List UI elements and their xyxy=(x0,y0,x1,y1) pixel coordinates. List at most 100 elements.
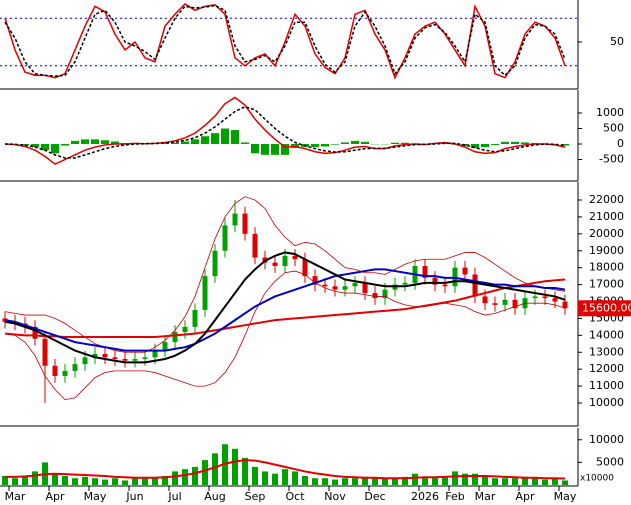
volume-bar xyxy=(192,466,198,485)
volume-bar xyxy=(522,476,528,485)
volume-bar xyxy=(62,475,68,485)
volume-bar xyxy=(462,473,468,485)
volume-bar xyxy=(242,457,248,485)
histogram-bar xyxy=(181,141,189,144)
histogram-bar xyxy=(71,140,79,144)
histogram-bar xyxy=(221,128,229,144)
histogram-bar xyxy=(351,140,359,144)
histogram-bar xyxy=(21,144,29,146)
candle-body xyxy=(142,357,148,360)
volume-bar xyxy=(432,477,438,485)
volume-bar xyxy=(532,478,538,485)
x-tick-label: May xyxy=(84,490,107,503)
volume-bar xyxy=(332,479,338,485)
candle-body xyxy=(232,213,238,226)
series-line xyxy=(4,270,566,401)
histogram-bar xyxy=(471,144,479,149)
y-tick-label: 18000 xyxy=(589,261,624,274)
histogram-bar xyxy=(231,130,239,144)
volume-bar xyxy=(352,478,358,485)
histogram-bar xyxy=(81,139,89,144)
y-tick-label: 50 xyxy=(610,35,624,48)
volume-bar xyxy=(562,480,568,485)
y-tick-label: 0 xyxy=(617,137,624,150)
y-tick-label: -500 xyxy=(599,153,624,166)
volume-bar xyxy=(152,478,158,485)
histogram-bar xyxy=(271,144,279,155)
candle-body xyxy=(362,282,368,294)
histogram-bar xyxy=(481,144,489,148)
candle-body xyxy=(292,255,298,260)
y-tick-label: 13000 xyxy=(589,345,624,358)
volume-bar xyxy=(82,476,88,485)
x-tick-label: Apr xyxy=(515,490,535,503)
candle-body xyxy=(372,293,378,299)
x-tick-label: Mar xyxy=(5,490,26,503)
y-tick-label: 22000 xyxy=(589,193,624,206)
histogram-bar xyxy=(41,144,49,151)
series-line xyxy=(4,3,566,80)
volume-bar xyxy=(422,476,428,485)
volume-bar xyxy=(202,460,208,485)
histogram-bar xyxy=(91,139,99,144)
histogram-bar xyxy=(101,140,109,144)
volume-bar xyxy=(2,475,8,485)
candle-body xyxy=(462,267,468,275)
volume-bar xyxy=(382,478,388,485)
candle-body xyxy=(2,318,8,322)
histogram-bar xyxy=(521,142,529,144)
series-line xyxy=(4,105,566,159)
candle-body xyxy=(472,274,478,297)
candle-body xyxy=(42,338,48,366)
x-tick-label: Feb xyxy=(445,490,464,503)
histogram-bar xyxy=(201,136,209,144)
series-line xyxy=(5,459,566,480)
candle-body xyxy=(72,364,78,371)
candle-body xyxy=(562,301,568,309)
volume-bar xyxy=(172,471,178,485)
volume-bar xyxy=(502,478,508,485)
y-tick-label: 1000 xyxy=(596,106,624,119)
volume-bar xyxy=(12,478,18,485)
candle-body xyxy=(162,342,168,351)
last-price-label: 15600.00 xyxy=(582,301,631,314)
x-tick-label: Jun xyxy=(125,490,143,503)
histogram-bar xyxy=(61,144,69,146)
histogram-bar xyxy=(311,144,319,148)
histogram-bar xyxy=(191,139,199,144)
candle-body xyxy=(172,331,178,343)
volume-bar xyxy=(322,478,328,485)
volume-bar xyxy=(312,478,318,485)
volume-bar xyxy=(112,478,118,485)
y-tick-label: 500 xyxy=(603,121,624,134)
volume-bar xyxy=(542,479,548,485)
unit-label: x10000 xyxy=(580,474,614,484)
y-tick-label: 14000 xyxy=(589,328,624,341)
candle-body xyxy=(312,276,318,285)
histogram-bar xyxy=(161,143,169,144)
volume-bar xyxy=(492,478,498,485)
candle-body xyxy=(332,286,338,290)
candle-body xyxy=(402,282,408,285)
candle-body xyxy=(92,353,98,358)
candle-body xyxy=(52,365,58,376)
volume-bar xyxy=(342,478,348,485)
histogram-bar xyxy=(281,144,289,155)
histogram-bar xyxy=(491,144,499,145)
candle-body xyxy=(422,265,428,278)
candle-body xyxy=(502,299,508,305)
volume-bar xyxy=(212,453,218,485)
candle-body xyxy=(212,250,218,277)
x-tick-label: Aug xyxy=(204,490,225,503)
candle-body xyxy=(182,326,188,332)
candle-body xyxy=(252,233,258,258)
candle-body xyxy=(552,298,558,302)
histogram-bar xyxy=(511,141,519,144)
volume-bar xyxy=(442,475,448,485)
volume-bar xyxy=(72,478,78,485)
histogram-bar xyxy=(241,142,249,144)
volume-bar xyxy=(392,478,398,485)
x-tick-label: Jul xyxy=(167,490,181,503)
volume-bar xyxy=(512,478,518,485)
